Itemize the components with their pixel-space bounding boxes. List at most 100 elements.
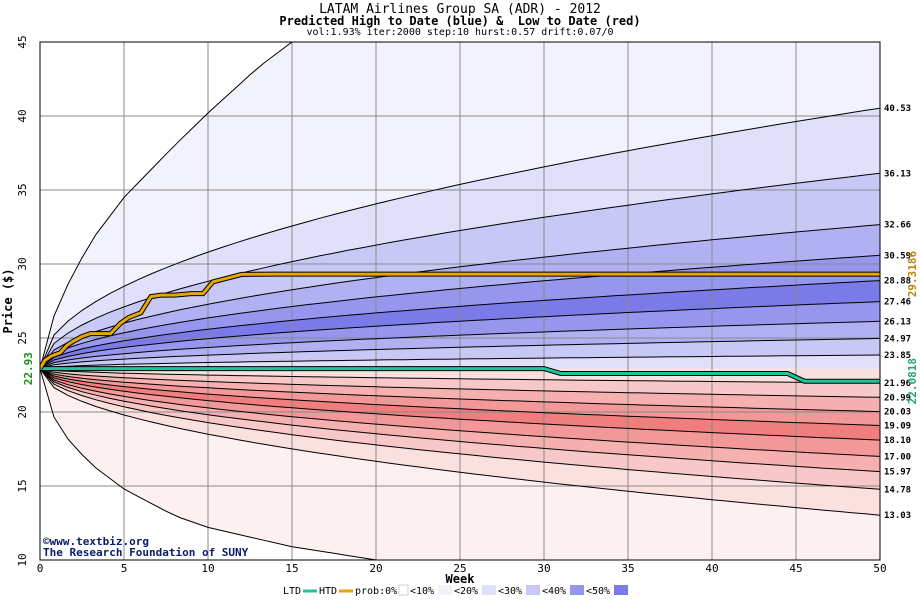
legend-item-label: <40% <box>542 586 566 597</box>
lower-quantile-value: 15.97 <box>884 468 911 478</box>
upper-band-3 <box>40 224 880 369</box>
bands-group <box>40 42 880 560</box>
lower-quantile-line-1 <box>40 368 880 516</box>
lower-quantile-line-6 <box>40 368 880 426</box>
lower-quantile-value: 13.03 <box>884 511 911 521</box>
legend-swatch-2 <box>482 585 496 595</box>
legend-swatch-4 <box>570 585 584 595</box>
upper-quantile-line-1 <box>40 107 880 369</box>
upper-band-0 <box>40 42 880 369</box>
lower-quantile-line-7 <box>40 368 880 413</box>
legend-swatch-1 <box>438 585 452 595</box>
legend-swatch-0 <box>398 584 409 596</box>
upper-band-2 <box>40 173 880 369</box>
lower-quantile-line-0 <box>40 368 377 560</box>
y-tick-label: 30 <box>16 257 29 270</box>
ltd-final-value: 22.0818 <box>906 358 919 404</box>
upper-quantile-line-4 <box>40 254 880 369</box>
upper-quantile-line-0 <box>40 42 293 369</box>
lower-quantile-line-5 <box>40 368 880 441</box>
y-tick-label: 15 <box>16 479 29 492</box>
y-tick-label: 40 <box>16 109 29 122</box>
upper-quantile-line-3 <box>40 224 880 369</box>
htd-final-value: 29.3186 <box>906 251 919 298</box>
lower-quantile-value: 20.03 <box>884 408 911 418</box>
x-tick-label: 50 <box>873 562 886 575</box>
legend-ltd-label: LTD <box>283 586 301 597</box>
x-axis-label: Week <box>446 572 476 586</box>
x-tick-label: 0 <box>37 562 44 575</box>
start-price-label: 22.93 <box>22 352 35 385</box>
upper-quantile-value: 28.88 <box>884 277 911 287</box>
lower-quantile-line-9 <box>40 368 880 384</box>
lower-band-2 <box>40 368 880 490</box>
ltd-series-line <box>40 367 880 383</box>
lower-band-5 <box>40 368 880 441</box>
legend-item-label: <50% <box>586 586 610 597</box>
legend-swatch-3 <box>526 585 540 595</box>
y-tick-label: 10 <box>16 553 29 566</box>
x-tick-label: 5 <box>121 562 128 575</box>
upper-quantile-value: 24.97 <box>884 334 911 344</box>
x-tick-label: 25 <box>453 562 466 575</box>
upper-quantile-value: 27.46 <box>884 298 911 308</box>
y-tick-label: 25 <box>16 331 29 344</box>
legend-swatch-5 <box>614 585 628 595</box>
upper-quantile-line-9 <box>40 354 880 370</box>
lower-quantile-value: 18.10 <box>884 436 911 446</box>
lower-quantile-value: 21.96 <box>884 379 911 389</box>
lower-band-1 <box>40 368 880 516</box>
x-tick-label: 20 <box>369 562 382 575</box>
upper-quantile-value: 30.59 <box>884 251 911 261</box>
upper-quantile-line-2 <box>40 172 880 369</box>
upper-quantile-line-7 <box>40 320 880 370</box>
lower-band-6 <box>40 368 880 426</box>
upper-quantile-line-6 <box>40 301 880 370</box>
upper-band-4 <box>40 255 880 369</box>
x-tick-label: 30 <box>537 562 550 575</box>
quantile-lines-group <box>40 42 880 560</box>
lower-quantile-line-2 <box>40 368 880 490</box>
upper-quantile-value: 32.66 <box>884 221 911 231</box>
lower-quantile-value: 19.09 <box>884 421 911 431</box>
upper-quantile-value: 23.85 <box>884 351 911 361</box>
lower-quantile-line-4 <box>40 368 880 457</box>
lower-quantile-value: 14.78 <box>884 485 911 495</box>
chart-params: vol:1.93% iter:2000 step:10 hurst:0.57 d… <box>306 27 614 38</box>
legend-item-label: <20% <box>454 586 478 597</box>
x-tick-label: 10 <box>201 562 214 575</box>
legend-item-label: <10% <box>410 586 434 597</box>
lower-quantile-value: 20.99 <box>884 393 911 403</box>
chart-title: LATAM Airlines Group SA (ADR) - 2012 <box>319 2 601 17</box>
upper-quantile-value: 36.13 <box>884 169 911 179</box>
y-tick-label: 20 <box>16 405 29 418</box>
y-tick-label: 35 <box>16 183 29 196</box>
htd-series-line <box>40 272 880 370</box>
lower-quantile-value: 17.00 <box>884 452 911 462</box>
x-tick-label: 40 <box>705 562 718 575</box>
upper-quantile-line-5 <box>40 280 880 369</box>
y-tick-label: 45 <box>16 35 29 48</box>
watermark-line1: ©www.textbiz.org <box>43 535 149 548</box>
lower-band-3 <box>40 368 880 472</box>
x-tick-label: 15 <box>285 562 298 575</box>
lower-quantile-line-8 <box>40 368 880 398</box>
upper-band-5 <box>40 280 880 369</box>
legend-item-label: <30% <box>498 586 522 597</box>
lower-band-0 <box>40 368 880 560</box>
upper-quantile-value: 40.53 <box>884 104 911 114</box>
lower-quantile-line-3 <box>40 368 880 473</box>
x-tick-label: 45 <box>789 562 802 575</box>
x-tick-label: 35 <box>621 562 634 575</box>
upper-band-1 <box>40 108 880 369</box>
lower-band-4 <box>40 368 880 457</box>
legend-prob-label: prob:0% <box>355 586 397 597</box>
upper-quantile-line-8 <box>40 337 880 370</box>
plot-frame <box>39 41 881 561</box>
chart-subtitle: Predicted High to Date (blue) & Low to D… <box>279 14 641 28</box>
upper-quantile-value: 26.13 <box>884 317 911 327</box>
y-axis-label: Price ($) <box>1 268 15 333</box>
legend-htd-label: HTD <box>319 586 337 597</box>
